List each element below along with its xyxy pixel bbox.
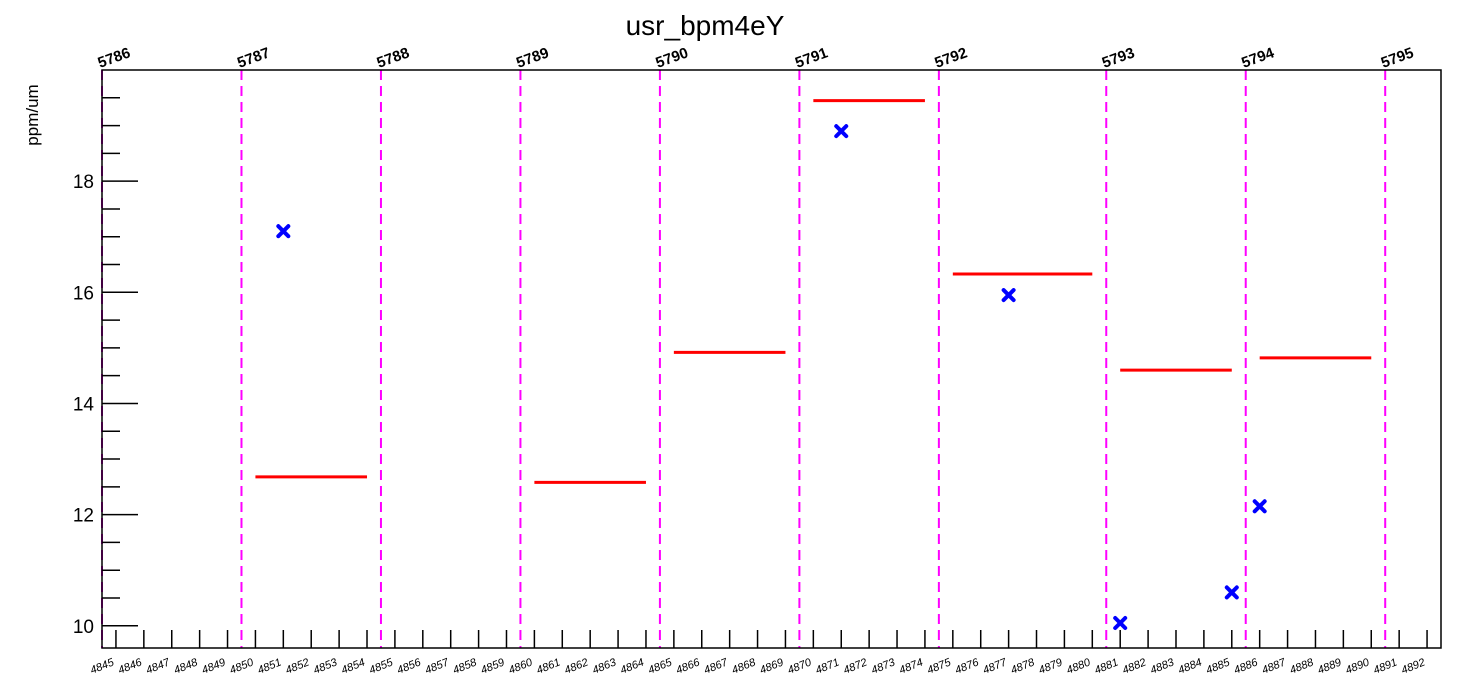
x-tick-label: 4852 bbox=[284, 656, 311, 676]
x-tick-label: 4874 bbox=[898, 656, 925, 676]
x-tick-label: 4877 bbox=[981, 656, 1009, 677]
x-tick-label: 4861 bbox=[535, 656, 562, 676]
data-point bbox=[276, 224, 291, 239]
x-tick-label: 4846 bbox=[116, 656, 144, 677]
y-tick-label: 14 bbox=[73, 394, 95, 415]
y-axis-label: ppm/um bbox=[23, 84, 42, 145]
x-tick-label: 4881 bbox=[1093, 656, 1120, 676]
x-tick-label: 4851 bbox=[256, 656, 283, 676]
x-tick-label: 4856 bbox=[395, 656, 423, 677]
run-average-layer bbox=[255, 99, 1372, 484]
x-tick-label: 4888 bbox=[1288, 656, 1316, 677]
run-number-label: 5788 bbox=[375, 44, 412, 71]
x-tick-label: 4884 bbox=[1177, 656, 1204, 676]
data-point-stroke bbox=[1001, 288, 1016, 303]
data-point-stroke bbox=[834, 124, 849, 139]
y-tick-label: 16 bbox=[73, 283, 94, 304]
data-point bbox=[1001, 288, 1016, 303]
run-number-label: 5791 bbox=[793, 44, 830, 71]
x-tick-label: 4862 bbox=[563, 656, 590, 676]
x-tick-label: 4845 bbox=[89, 656, 117, 677]
x-tick-label: 4865 bbox=[646, 656, 674, 677]
plot-frame bbox=[101, 69, 1442, 649]
x-tick-label: 4869 bbox=[758, 656, 785, 676]
x-tick-label: 4883 bbox=[1149, 656, 1177, 677]
data-point-stroke bbox=[276, 224, 291, 239]
axis-layer: 5786 5787 5788 5789 5790 5791 5792 5793 5794 5795… bbox=[73, 44, 1428, 677]
x-tick-label: 4870 bbox=[786, 656, 814, 677]
x-tick-label: 4871 bbox=[814, 656, 841, 676]
data-point bbox=[1224, 585, 1239, 600]
x-tick-label: 4875 bbox=[925, 656, 953, 677]
x-tick-label: 4864 bbox=[619, 656, 646, 676]
x-tick-label: 4860 bbox=[507, 656, 535, 677]
x-tick-label: 4855 bbox=[368, 656, 396, 677]
x-tick-label: 4847 bbox=[144, 656, 172, 677]
x-tick-label: 4859 bbox=[479, 656, 506, 676]
run-number-label: 5793 bbox=[1100, 44, 1137, 71]
run-number-label: 5787 bbox=[235, 44, 272, 71]
run-number-label: 5789 bbox=[514, 44, 551, 71]
x-tick-label: 4889 bbox=[1316, 656, 1343, 676]
y-tick-label: 10 bbox=[73, 617, 94, 638]
run-number-label: 5795 bbox=[1379, 44, 1416, 71]
run-number-label: 5792 bbox=[932, 44, 969, 71]
y-tick-label: 12 bbox=[73, 506, 94, 527]
run-number-label: 5794 bbox=[1239, 44, 1277, 72]
x-tick-label: 4854 bbox=[340, 656, 367, 676]
x-tick-label: 4890 bbox=[1344, 656, 1372, 677]
x-tick-label: 4886 bbox=[1232, 656, 1260, 677]
x-tick-label: 4885 bbox=[1204, 656, 1232, 677]
y-tick-label: 18 bbox=[73, 172, 94, 193]
x-tick-label: 4853 bbox=[312, 656, 340, 677]
run-boundary-layer bbox=[101, 70, 1387, 648]
data-point bbox=[1113, 615, 1128, 630]
data-point bbox=[1252, 499, 1267, 514]
run-number-label: 5786 bbox=[96, 44, 133, 71]
data-point-stroke bbox=[1252, 499, 1267, 514]
x-tick-label: 4866 bbox=[674, 656, 702, 677]
x-tick-label: 4872 bbox=[842, 656, 869, 676]
x-tick-label: 4858 bbox=[451, 656, 479, 677]
x-tick-label: 4892 bbox=[1400, 656, 1427, 676]
x-tick-label: 4857 bbox=[423, 656, 451, 677]
chart-title: usr_bpm4eY bbox=[626, 10, 785, 41]
x-tick-label: 4850 bbox=[228, 656, 256, 677]
x-tick-label: 4891 bbox=[1372, 656, 1399, 676]
data-point bbox=[834, 124, 849, 139]
run-number-label: 5790 bbox=[653, 44, 690, 71]
data-point-stroke bbox=[1113, 615, 1128, 630]
x-tick-label: 4873 bbox=[870, 656, 898, 677]
x-tick-label: 4848 bbox=[172, 656, 200, 677]
x-tick-label: 4880 bbox=[1065, 656, 1093, 677]
x-tick-label: 4876 bbox=[953, 656, 981, 677]
x-tick-label: 4867 bbox=[702, 656, 730, 677]
x-tick-label: 4882 bbox=[1121, 656, 1148, 676]
data-point-stroke bbox=[1224, 585, 1239, 600]
x-tick-label: 4849 bbox=[200, 656, 227, 676]
x-tick-label: 4863 bbox=[591, 656, 619, 677]
x-tick-label: 4879 bbox=[1037, 656, 1064, 676]
x-tick-label: 4887 bbox=[1260, 656, 1288, 677]
data-point-layer bbox=[276, 124, 1267, 630]
x-tick-label: 4878 bbox=[1009, 656, 1037, 677]
x-tick-label: 4868 bbox=[730, 656, 758, 677]
